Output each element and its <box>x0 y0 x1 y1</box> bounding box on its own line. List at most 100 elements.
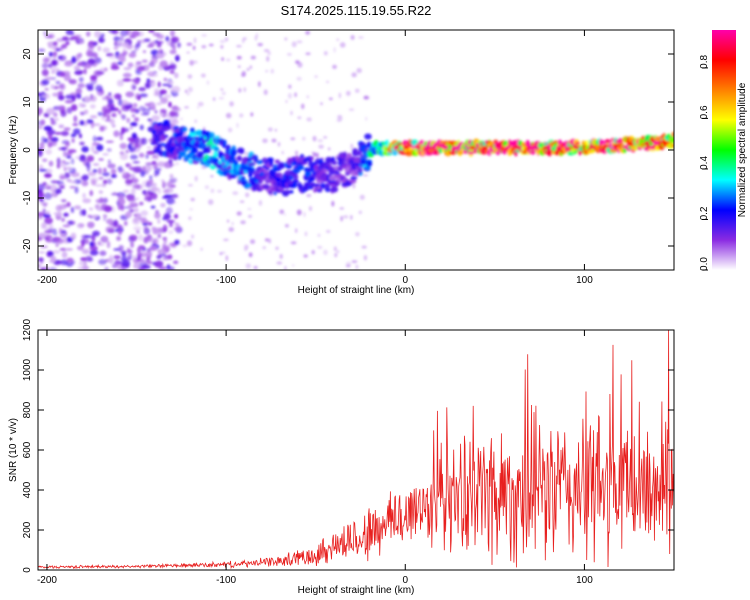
spectrogram-noise-cell <box>238 87 242 93</box>
spectrogram-noise-cell <box>161 181 166 189</box>
snr-x-tick-label: -100 <box>216 575 236 586</box>
spectrogram-noise-cell <box>122 189 130 193</box>
spectrogram-ridge-cell <box>292 179 299 184</box>
spectrogram-noise-cell <box>83 109 89 115</box>
spectrogram-noise-cell <box>317 233 321 237</box>
snr-x-axis-title: Height of straight line (km) <box>298 585 415 596</box>
snr-y-tick-label: 600 <box>22 441 33 458</box>
spectrogram-noise-cell <box>219 252 223 256</box>
spectrogram-noise-cell <box>43 192 52 200</box>
spectrogram-noise-cell <box>124 129 128 133</box>
spectrogram-noise-cell <box>311 250 315 255</box>
spectrogram-noise-cell <box>117 197 126 206</box>
spectrogram-noise-cell <box>173 214 176 217</box>
spectrogram-noise-cell <box>138 217 147 221</box>
spectrogram-noise-cell <box>157 249 162 253</box>
spectrogram-noise-cell <box>55 243 59 247</box>
spectrogram-ridge-cell <box>308 185 313 190</box>
spectrogram-noise-cell <box>223 238 229 241</box>
spectrogram-noise-cell <box>150 205 156 209</box>
spectrogram-noise-cell <box>304 231 308 237</box>
spectrogram-noise-cell <box>340 215 343 222</box>
spectrogram-noise-cell <box>359 194 365 200</box>
spectrogram-peak-cell <box>469 145 476 150</box>
spectrogram-noise-cell <box>65 40 70 46</box>
spectrogram-noise-cell <box>134 117 140 122</box>
spectrogram-noise-cell <box>157 48 164 54</box>
spectrogram-noise-cell <box>63 166 67 172</box>
spectrogram-noise-cell <box>168 101 172 108</box>
spectrogram-noise-cell <box>193 37 197 44</box>
spectrogram-noise-cell <box>57 105 66 110</box>
spectrogram-noise-cell <box>68 79 77 85</box>
spectrogram-noise-cell <box>262 138 268 144</box>
spectrogram-noise-cell <box>127 62 134 68</box>
colorbar-ticks: 0.0 0.2 0.4 0.6 0.8 <box>699 55 710 271</box>
spectrogram-noise-cell <box>76 70 84 73</box>
spectrogram-noise-cell <box>148 30 155 33</box>
spectrogram-noise-cell <box>201 34 207 37</box>
spectrogram-noise-cell <box>121 42 129 48</box>
spectrogram-peak-cell <box>495 145 502 150</box>
spectrogram-noise-cell <box>218 97 225 100</box>
spectrogram-noise-cell <box>171 118 179 125</box>
spectrogram-noise-cell <box>38 92 42 97</box>
spectrogram-noise-cell <box>50 59 59 67</box>
spectrogram-noise-cell <box>185 89 188 93</box>
spectrogram-noise-cell <box>224 37 229 42</box>
spectrogram-noise-cell <box>182 244 188 248</box>
spectrogram-ridge-cell <box>346 152 352 159</box>
spectrogram-noise-cell <box>89 246 99 251</box>
spectrogram-noise-cell <box>193 60 198 64</box>
spectrogram-ridge-cell <box>359 144 368 150</box>
spectrogram-noise-cell <box>151 105 156 111</box>
spectrogram-noise-cell <box>306 193 312 198</box>
spectrogram-noise-cell <box>96 144 104 152</box>
spectrogram-noise-cell <box>123 67 132 71</box>
spectrogram-noise-cell <box>138 245 146 250</box>
spectrogram-noise-cell <box>107 98 114 105</box>
spectrogram-ridge-cell <box>349 178 357 184</box>
spectrogram-noise-cell <box>42 158 48 163</box>
spectrogram-noise-cell <box>44 34 53 39</box>
spectrogram-noise-cell <box>92 123 101 126</box>
spectrogram-noise-cell <box>350 35 355 41</box>
spectrogram-noise-cell <box>43 125 53 131</box>
spectrogram-noise-cell <box>132 166 141 173</box>
spectrogram-noise-cell <box>172 42 176 48</box>
spectrogram-noise-cell <box>137 266 146 270</box>
spectrogram-noise-cell <box>363 255 368 261</box>
spectrogram-noise-cell <box>79 120 85 126</box>
colorbar-strip <box>712 30 736 270</box>
spectrogram-noise-cell <box>92 230 101 237</box>
spectrogram-noise-cell <box>86 85 94 91</box>
spectrogram-noise-cell <box>174 72 179 79</box>
spectrogram-noise-cell <box>75 93 82 99</box>
spectrogram-noise-cell <box>94 204 101 210</box>
spectrogram-noise-cell <box>119 153 129 161</box>
spectrogram-peak-cell <box>504 145 511 150</box>
spectrogram-noise-cell <box>169 110 177 117</box>
spectrogram-noise-cell <box>172 201 177 204</box>
spectrogram-noise-cell <box>99 250 107 256</box>
spectrogram-noise-cell <box>64 161 70 165</box>
spectrogram-noise-cell <box>106 148 112 152</box>
spectrogram-noise-cell <box>144 102 151 107</box>
spectrogram-noise-cell <box>159 112 165 116</box>
spectrogram-noise-cell <box>121 103 125 111</box>
spectrogram-noise-cell <box>119 250 128 254</box>
spectrogram-noise-cell <box>154 237 159 245</box>
spectrogram-noise-cell <box>325 230 331 233</box>
colorbar-title: Normalized spectral amplitude <box>737 82 748 217</box>
spectrogram-noise-cell <box>337 115 343 118</box>
spectrogram-noise-cell <box>47 251 54 256</box>
spectrogram-noise-cell <box>113 219 119 227</box>
spectrogram-noise-cell <box>175 38 180 42</box>
spectrogram-noise-cell <box>78 102 84 108</box>
spectrogram-ridge-cell <box>257 180 263 185</box>
spectrogram-noise-cell <box>149 245 158 251</box>
spectrogram-noise-cell <box>221 91 226 96</box>
spectrogram-noise-cell <box>345 90 351 96</box>
spectrogram-noise-cell <box>103 179 107 185</box>
spectrogram-noise-cell <box>142 222 148 226</box>
